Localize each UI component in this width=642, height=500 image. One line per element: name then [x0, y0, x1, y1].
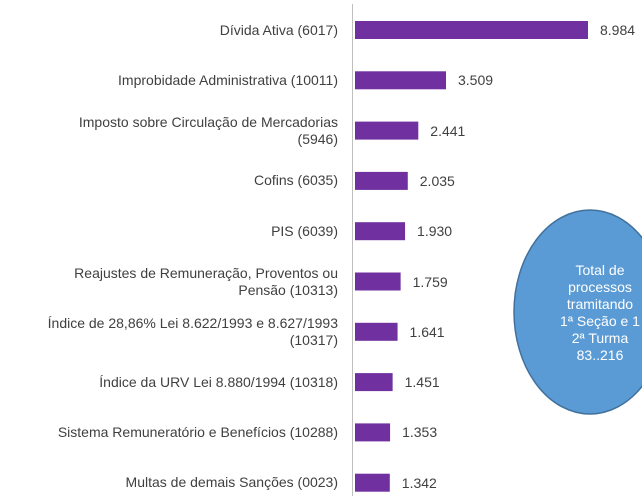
bar — [355, 373, 393, 392]
value-label: 1.353 — [402, 424, 438, 441]
bar — [355, 21, 588, 39]
bar — [355, 272, 401, 291]
category-label: Multas de demais Sanções (0023) — [125, 474, 338, 491]
category-label: Imposto sobre Circulação de Mercadorias … — [78, 113, 338, 147]
value-label: 8.984 — [600, 22, 636, 38]
category-label: PIS (6039) — [271, 222, 338, 239]
bar — [355, 473, 390, 492]
category-label: Sistema Remuneratório e Benefícios (1028… — [57, 423, 338, 440]
value-label: 2.441 — [430, 122, 466, 139]
annotation-bubble — [513, 209, 642, 415]
value-label: 1.641 — [409, 323, 445, 340]
value-label: 2.035 — [419, 172, 455, 189]
bar — [355, 171, 408, 190]
value-label: 1.342 — [401, 474, 437, 491]
category-label: Índice da URV Lei 8.880/1994 (10318) — [99, 373, 338, 390]
value-label: 1.451 — [404, 374, 440, 391]
category-label: Índice de 28,86% Lei 8.622/1993 e 8.627/… — [47, 314, 338, 348]
bar — [355, 121, 419, 140]
value-label: 1.930 — [417, 223, 453, 240]
value-label: 3.509 — [458, 72, 494, 89]
category-label: Cofins (6035) — [253, 172, 338, 189]
bar — [355, 222, 406, 241]
annotation: Total de processos tramitando 1ª Seção e… — [560, 262, 640, 363]
category-label: Dívida Ativa (6017) — [219, 21, 338, 38]
category-label: Improbidade Administrativa (10011) — [118, 71, 338, 88]
value-label: 1.759 — [412, 273, 448, 290]
category-label: Reajustes de Remuneração, Proventos ou P… — [74, 264, 338, 298]
bar — [355, 322, 398, 341]
bar — [355, 423, 391, 442]
bar — [355, 71, 447, 90]
